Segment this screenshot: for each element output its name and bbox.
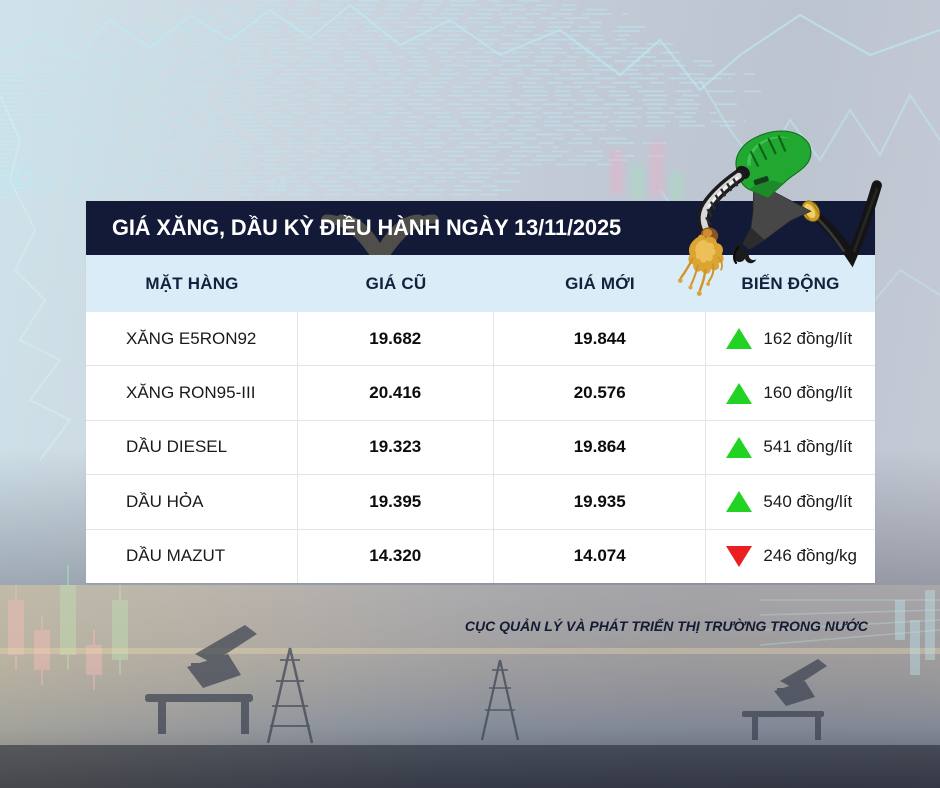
svg-text:eb: eb <box>0 158 34 196</box>
svg-text:M: M <box>270 175 287 197</box>
